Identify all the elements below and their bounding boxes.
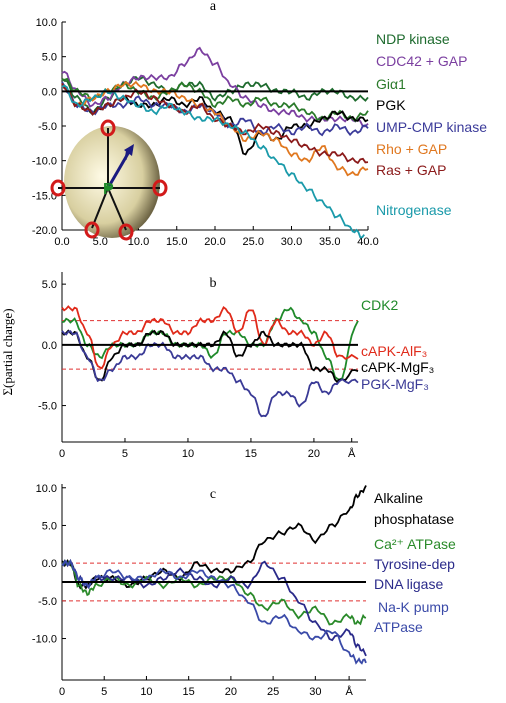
x-tick-label: 20 bbox=[308, 448, 320, 460]
x-tick-label: 20 bbox=[225, 686, 237, 698]
panel-a: a10.05.00.0-5.0-10.0-15.0-20.00.0 5.0 10.0… bbox=[32, 0, 487, 248]
legend-entry: DNA ligase bbox=[374, 576, 443, 592]
x-tick-label: 30 bbox=[309, 686, 321, 698]
series-line bbox=[61, 330, 359, 418]
series-line bbox=[61, 81, 369, 137]
panel-label: c bbox=[210, 487, 216, 502]
x-tick-label: 25 bbox=[267, 686, 279, 698]
legend-entry: CDK2 bbox=[361, 297, 399, 313]
x-tick-label: 40.0 bbox=[357, 236, 378, 248]
legend-entry: Rho + GAP bbox=[376, 141, 447, 157]
legend-entry: cAPK-MgF₃ bbox=[361, 359, 434, 375]
x-tick-label: 10.0 bbox=[128, 236, 149, 248]
y-tick-label: 10.0 bbox=[36, 483, 57, 495]
legend-entry: Nitrogenase bbox=[376, 202, 452, 218]
x-tick-label: 5.0 bbox=[93, 236, 108, 248]
radius-label: r bbox=[124, 147, 131, 164]
oxygen-atom-icon bbox=[50, 179, 66, 197]
panel-label: a bbox=[210, 0, 217, 14]
phosphate-inset: Pr bbox=[50, 119, 168, 241]
y-tick-label: 5.0 bbox=[42, 279, 57, 291]
x-tick-label: 15.0 bbox=[166, 236, 187, 248]
y-tick-label: 5.0 bbox=[42, 520, 57, 532]
series-line bbox=[61, 75, 369, 116]
panel-b: b 5.0 0.0 -5.0 0 5 10 15 20 Å CDK2 cAPK-AlF₃cAPK-Mg… bbox=[38, 272, 434, 460]
legend-entry: Giα1 bbox=[376, 76, 406, 92]
phosphorus-atom-icon bbox=[105, 185, 111, 191]
x-tick-label: 0 bbox=[59, 686, 65, 698]
x-tick-label: 25.0 bbox=[243, 236, 264, 248]
legend-entry: ATPase bbox=[374, 619, 423, 635]
oxygen-atom-icon bbox=[100, 119, 116, 137]
y-tick-label: 0.0 bbox=[42, 86, 57, 98]
radius-arrow bbox=[106, 149, 132, 189]
x-tick-label: 0 bbox=[59, 448, 65, 460]
panel-c: c 10.0 5.0 0.0 -5.0 -10.0 0 5 10 15 20 25 30 Å Alkalin… bbox=[32, 483, 456, 698]
y-tick-label: -5.0 bbox=[38, 121, 57, 133]
legend-entry: Alkaline bbox=[374, 490, 423, 506]
legend-entry: cAPK-AlF₃ bbox=[361, 343, 427, 359]
oxygen-atom-icon bbox=[118, 223, 134, 241]
x-tick-label: 15 bbox=[245, 448, 257, 460]
y-axis-label: Σ(partial charge) bbox=[0, 308, 15, 395]
x-tick-label: Å bbox=[348, 447, 356, 460]
x-tick-label: 15 bbox=[183, 686, 195, 698]
x-tick-label: 35.0 bbox=[319, 236, 340, 248]
legend-entry: Tyrosine-dep bbox=[374, 556, 455, 572]
series-line bbox=[61, 77, 369, 123]
y-tick-label: 0.0 bbox=[42, 558, 57, 570]
series-line bbox=[61, 329, 359, 384]
legend-entry: PGK bbox=[376, 97, 406, 113]
legend-entry: UMP-CMP kinase bbox=[376, 119, 487, 135]
y-tick-label: 10.0 bbox=[36, 17, 57, 29]
series-line bbox=[61, 305, 359, 370]
y-tick-label: 0.0 bbox=[42, 340, 57, 352]
legend-entry: phosphatase bbox=[374, 511, 454, 527]
x-tick-label: 10 bbox=[140, 686, 152, 698]
x-tick-label: Å bbox=[345, 685, 353, 698]
x-tick-label: 10 bbox=[182, 448, 194, 460]
x-tick-label: 5 bbox=[101, 686, 107, 698]
y-tick-label: -10.0 bbox=[32, 634, 57, 646]
y-tick-label: -5.0 bbox=[38, 596, 57, 608]
legend-entry: Na-K pump bbox=[378, 599, 449, 615]
phosphorus-label: P bbox=[103, 181, 114, 198]
x-tick-label: 20.0 bbox=[204, 236, 225, 248]
bond bbox=[91, 187, 109, 229]
legend-entry: Ras + GAP bbox=[376, 162, 446, 178]
legend-entry: CDC42 + GAP bbox=[376, 53, 467, 69]
legend-entry: NDP kinase bbox=[376, 31, 450, 47]
series-line bbox=[61, 82, 369, 165]
oxygen-atom-icon bbox=[152, 179, 168, 197]
y-tick-label: -20.0 bbox=[32, 225, 57, 237]
legend-entry: PGK-MgF₃ bbox=[361, 376, 429, 392]
arrow-head-icon bbox=[124, 144, 134, 156]
x-tick-label: 5 bbox=[122, 448, 128, 460]
x-tick-label: 30.0 bbox=[281, 236, 302, 248]
y-tick-label: -10.0 bbox=[32, 156, 57, 168]
legend-entry: Ca²⁺ ATPase bbox=[374, 536, 456, 552]
y-tick-label: -5.0 bbox=[38, 401, 57, 413]
series-line bbox=[61, 558, 367, 657]
panel-label: b bbox=[210, 276, 217, 291]
y-tick-label: -15.0 bbox=[32, 190, 57, 202]
oxygen-atom-icon bbox=[84, 221, 100, 239]
x-tick-label: 0.0 bbox=[54, 236, 69, 248]
series-line bbox=[61, 485, 367, 590]
y-tick-label: 5.0 bbox=[42, 52, 57, 64]
bond bbox=[107, 187, 127, 231]
series-line bbox=[61, 559, 367, 665]
